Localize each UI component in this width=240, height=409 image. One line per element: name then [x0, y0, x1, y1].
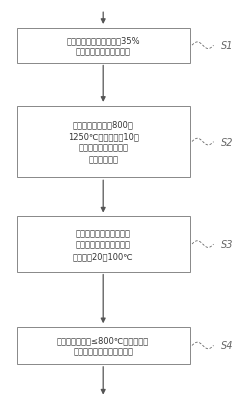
Text: S2: S2 — [221, 137, 233, 147]
Bar — [17, 29, 190, 63]
Text: 多次高温烧结成型，烧结
温度从高到低，每次烧结
温度跨越20～100℃: 多次高温烧结成型，烧结 温度从高到低，每次烧结 温度跨越20～100℃ — [73, 229, 133, 260]
Text: S4: S4 — [221, 341, 233, 351]
Bar — [17, 106, 190, 178]
Text: 将彩釉或透明釉在800～
1250℃下进行预烧10小
时左右，给坯体表面上
彩釉或透明釉: 将彩釉或透明釉在800～ 1250℃下进行预烧10小 时左右，给坯体表面上 彩釉… — [68, 121, 139, 164]
Text: 当高温烧结温度≤800℃以下时，烧
制时采用垫板托起陶瓷底部: 当高温烧结温度≤800℃以下时，烧 制时采用垫板托起陶瓷底部 — [57, 335, 149, 356]
Bar — [17, 217, 190, 272]
Text: S1: S1 — [221, 41, 233, 51]
Text: S3: S3 — [221, 240, 233, 249]
Text: 选用石英砂百分含量低于35%
的面板陶瓷坯体进行粗烧: 选用石英砂百分含量低于35% 的面板陶瓷坯体进行粗烧 — [66, 36, 140, 56]
Bar — [17, 327, 190, 364]
